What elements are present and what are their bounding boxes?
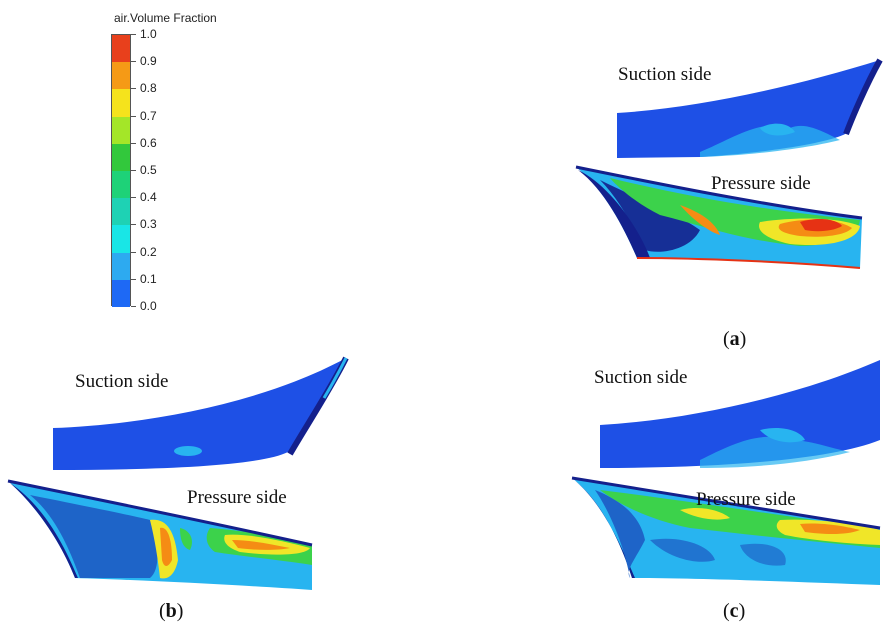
panel-c-caption: (c) <box>723 600 746 622</box>
colorbar-segment <box>112 252 130 281</box>
panel-b-suction-blade <box>53 356 349 470</box>
colorbar-tick-mark <box>131 224 136 226</box>
colorbar-tick-label: 0.8 <box>140 81 157 96</box>
panel-a-suction-blade <box>617 58 883 158</box>
legend-title: air.Volume Fraction <box>114 11 217 25</box>
colorbar-tick-mark <box>131 251 136 253</box>
panel-b-pressure-blade <box>7 479 313 590</box>
panel-a-caption: (a) <box>723 328 747 350</box>
colorbar-tick-mark <box>131 115 136 117</box>
colorbar-segment <box>112 198 130 226</box>
colorbar-segment <box>112 171 130 199</box>
colorbar-tick-label: 0.6 <box>140 135 157 150</box>
colorbar-segment <box>112 116 130 145</box>
colorbar-tick-mark <box>131 61 136 63</box>
colorbar-tick-label: 1.0 <box>140 27 157 41</box>
panel-a-pressure-blade <box>575 165 863 269</box>
panel-c-suction-blade <box>600 360 880 468</box>
panel-b-pressure-label: Pressure side <box>187 487 287 508</box>
panel-b-suction-label: Suction side <box>75 371 169 392</box>
colorbar-tick-label: 0.4 <box>140 190 157 205</box>
colorbar-segment <box>112 143 130 172</box>
colorbar-tick-label: 0.0 <box>140 299 157 313</box>
colorbar-segment <box>112 35 130 63</box>
colorbar-tick-label: 0.7 <box>140 108 157 123</box>
panel-c-suction-label: Suction side <box>594 367 688 388</box>
panel-b-caption: (b) <box>159 600 184 622</box>
panel-a-suction-label: Suction side <box>618 64 712 85</box>
colorbar-tick-mark <box>131 306 136 307</box>
colorbar-tick-mark <box>131 142 136 144</box>
colorbar-tick-label: 0.3 <box>140 217 157 232</box>
colorbar-tick-mark <box>131 88 136 90</box>
panel-c-pressure-label: Pressure side <box>696 489 796 510</box>
colorbar <box>111 34 131 308</box>
colorbar-tick-mark <box>131 34 136 35</box>
panel-a-pressure-label: Pressure side <box>711 173 811 194</box>
colorbar-segment <box>112 225 130 254</box>
colorbar-segment <box>112 62 130 90</box>
colorbar-tick-label: 0.2 <box>140 244 157 259</box>
colorbar-tick-label: 0.1 <box>140 271 157 286</box>
panel-c-pressure-blade <box>571 476 881 585</box>
colorbar-tick-mark <box>131 170 136 171</box>
colorbar-tick-label: 0.5 <box>140 163 157 177</box>
colorbar-segment <box>112 89 130 118</box>
colorbar-tick-mark <box>131 197 136 199</box>
colorbar-tick-label: 0.9 <box>140 54 157 69</box>
colorbar-tick-mark <box>131 278 136 280</box>
colorbar-segment <box>112 279 130 308</box>
